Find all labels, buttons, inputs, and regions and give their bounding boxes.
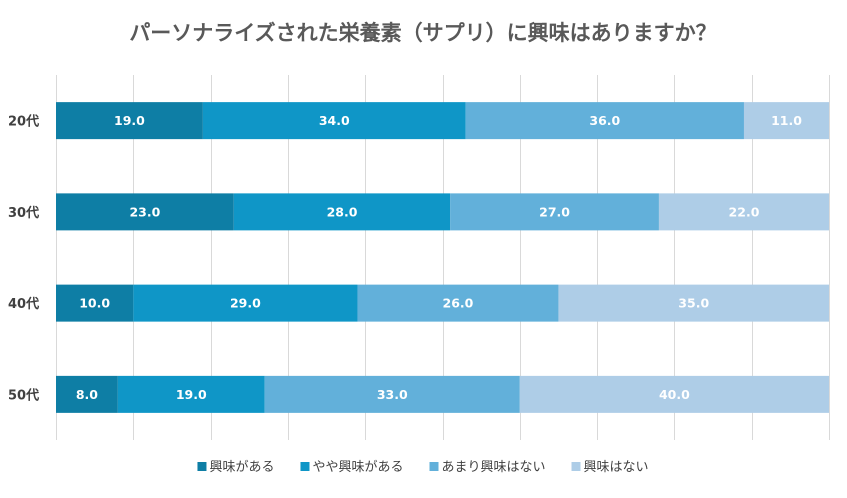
category-label: 30代: [8, 205, 39, 221]
category-labels: 20代 30代 40代 50代: [8, 114, 39, 404]
data-label: 11.0: [771, 113, 802, 128]
legend-item: 興味がある: [197, 460, 274, 475]
bar-segment: [56, 102, 203, 140]
bars: 19.0 34.0 36.0 11.0 23.0 28.0 27.0 22.0 10.0 29.0…: [56, 102, 829, 413]
legend-swatch: [300, 462, 310, 471]
bar-segment: [117, 375, 265, 413]
data-label: 19.0: [176, 387, 207, 402]
category-label: 50代: [8, 387, 39, 403]
bar-segment: [202, 102, 466, 140]
bar-segment: [658, 193, 829, 231]
legend-label: 興味がある: [209, 460, 274, 475]
bar-segment: [56, 193, 234, 231]
data-label: 27.0: [539, 204, 570, 219]
bar-segment: [56, 284, 134, 322]
data-label: 28.0: [327, 204, 358, 219]
legend-label: 興味はない: [584, 460, 649, 475]
chart-title: パーソナライズされた栄養素（サプリ）に興味はありますか？: [129, 21, 716, 45]
bar-segment: [743, 102, 829, 140]
bar-segment: [264, 375, 520, 413]
legend-swatch: [429, 462, 439, 471]
bar-segment: [558, 284, 829, 322]
data-label: 19.0: [114, 113, 145, 128]
data-label: 40.0: [659, 387, 690, 402]
bar-segment: [233, 193, 451, 231]
bar-segment: [133, 284, 358, 322]
data-label: 34.0: [319, 113, 350, 128]
legend-label: やや興味がある: [312, 460, 403, 475]
legend-item: やや興味がある: [300, 460, 404, 475]
bar-segment: [465, 102, 744, 140]
data-label: 22.0: [729, 204, 760, 219]
category-label: 20代: [8, 114, 39, 130]
data-label: 36.0: [589, 113, 620, 128]
bar-segment: [56, 375, 118, 413]
data-label: 35.0: [678, 296, 709, 311]
legend-label: あまり興味はない: [442, 460, 546, 475]
legend-item: 興味はない: [571, 460, 649, 475]
data-label: 26.0: [443, 296, 474, 311]
legend-item: あまり興味はない: [429, 460, 546, 475]
bar-segment: [519, 375, 829, 413]
legend-swatch: [571, 462, 581, 471]
bar-segment: [450, 193, 659, 231]
data-label: 8.0: [76, 387, 98, 402]
bar-segment: [357, 284, 559, 322]
data-label: 29.0: [230, 296, 261, 311]
data-label: 23.0: [129, 204, 160, 219]
data-label: 33.0: [377, 387, 408, 402]
legend: 興味がある やや興味がある あまり興味はない 興味はない: [197, 460, 649, 475]
category-label: 40代: [8, 296, 39, 312]
data-label: 10.0: [79, 296, 110, 311]
legend-swatch: [197, 462, 207, 471]
